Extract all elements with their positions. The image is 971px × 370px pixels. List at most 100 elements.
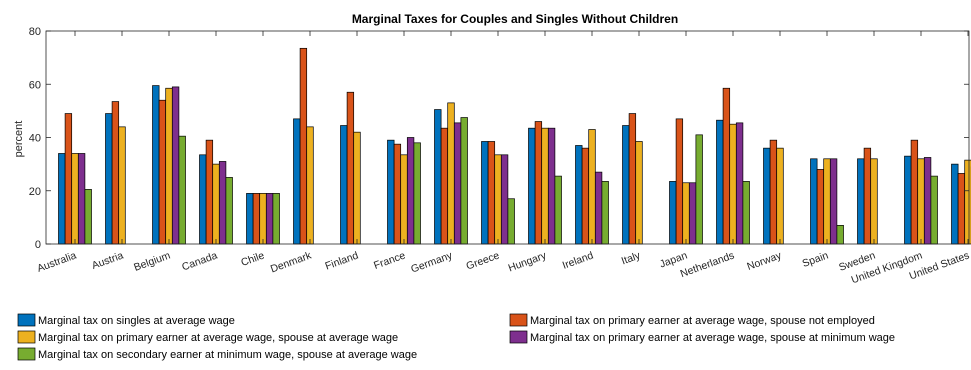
bar-greece-series-5 (507, 198, 515, 245)
bar-greece-series-2 (487, 141, 496, 245)
bar-italy-series-2 (628, 113, 637, 245)
bar-united-kingdom-series-2 (910, 139, 919, 245)
y-tick-label: 40 (29, 133, 41, 145)
x-tick-label: Denmark (269, 249, 314, 275)
legend-label-4: Marginal tax on primary earner at averag… (530, 332, 895, 344)
bar-hungary-series-1 (528, 127, 536, 245)
bar-united-kingdom-series-5 (930, 175, 938, 245)
legend-label-5: Marginal tax on secondary earner at mini… (38, 349, 417, 361)
bar-greece-series-3 (494, 154, 502, 245)
bar-canada-series-2 (205, 139, 214, 245)
bar-france-series-5 (413, 142, 421, 245)
bar-spain-series-5 (836, 225, 844, 245)
bar-australia-series-5 (84, 189, 92, 245)
x-tick-label: France (372, 249, 407, 272)
bar-chile-series-5 (272, 193, 280, 245)
bar-belgium-series-3 (165, 87, 173, 245)
bar-australia-series-4 (77, 153, 86, 245)
bar-sweden-series-1 (857, 158, 865, 245)
bar-hungary-series-3 (541, 127, 549, 245)
legend: Marginal tax on singles at average wage M… (17, 313, 895, 361)
bar-united-kingdom-series-4 (923, 157, 932, 245)
bar-france-series-2 (393, 143, 402, 245)
bar-germany-series-1 (434, 109, 442, 245)
bar-italy-series-3 (635, 141, 643, 245)
bar-belgium-series-2 (158, 99, 167, 245)
bar-canada-series-3 (212, 163, 220, 245)
bar-netherlands-series-2 (722, 87, 731, 245)
bar-denmark-series-1 (293, 118, 301, 245)
x-tick-label: Germany (409, 249, 454, 275)
bar-belgium-series-4 (171, 86, 180, 245)
bar-hungary-series-5 (554, 175, 562, 245)
x-tick-label: Canada (180, 249, 219, 273)
bar-ireland-series-2 (581, 147, 590, 245)
bar-japan-series-3 (682, 182, 690, 245)
legend-swatch-2 (509, 313, 528, 327)
bar-australia-series-3 (71, 153, 79, 245)
x-tick-label: Belgium (132, 249, 172, 273)
bar-belgium-series-1 (152, 85, 160, 245)
bar-greece-series-1 (481, 141, 489, 245)
bar-greece-series-4 (500, 154, 509, 245)
x-tick-label: Norway (745, 249, 783, 273)
bar-chile-series-4 (265, 193, 274, 245)
bar-ireland-series-4 (594, 171, 603, 245)
bar-united-states-series-1 (951, 163, 959, 245)
bar-spain-series-4 (829, 158, 838, 245)
bar-netherlands-series-1 (716, 119, 724, 245)
chart-title: Marginal Taxes for Couples and Singles W… (352, 12, 678, 26)
bar-netherlands-series-5 (742, 181, 750, 245)
legend-label-1: Marginal tax on singles at average wage (38, 315, 235, 327)
bar-canada-series-1 (199, 154, 207, 245)
legend-label-3: Marginal tax on primary earner at averag… (38, 332, 398, 344)
bar-japan-series-4 (688, 182, 697, 245)
y-tick-label: 60 (29, 79, 41, 91)
bar-netherlands-series-3 (729, 123, 737, 245)
bar-ireland-series-1 (575, 145, 583, 245)
bar-united-states-series-3 (964, 159, 971, 245)
bar-australia-series-2 (64, 113, 73, 245)
bar-norway-series-1 (763, 147, 771, 245)
bar-sweden-series-2 (863, 147, 872, 245)
bar-canada-series-4 (218, 161, 227, 245)
bar-hungary-series-2 (534, 121, 543, 245)
bar-germany-series-2 (440, 127, 449, 245)
bar-france-series-4 (406, 137, 415, 245)
bar-norway-series-2 (769, 139, 778, 245)
x-tick-label: Ireland (561, 249, 595, 271)
bar-australia-series-1 (58, 153, 66, 245)
bar-chile-series-1 (246, 193, 254, 245)
bar-norway-series-3 (776, 147, 784, 245)
bar-chile-series-3 (259, 193, 267, 245)
bar-sweden-series-3 (870, 158, 878, 245)
bar-finland-series-3 (353, 131, 361, 245)
y-tick-label: 20 (29, 186, 41, 198)
bar-spain-series-1 (810, 158, 818, 245)
x-tick-label: Australia (36, 249, 79, 274)
bar-spain-series-3 (823, 158, 831, 245)
bar-belgium-series-5 (178, 135, 186, 245)
legend-label-2: Marginal tax on primary earner at averag… (530, 315, 875, 327)
legend-swatch-5 (17, 347, 36, 361)
bar-japan-series-1 (669, 181, 677, 245)
bar-germany-series-4 (453, 122, 462, 245)
bar-chile-series-2 (252, 193, 261, 245)
bar-hungary-series-4 (547, 127, 556, 245)
bar-finland-series-1 (340, 125, 348, 245)
bar-netherlands-series-4 (735, 122, 744, 245)
y-axis-label: percent (13, 121, 25, 158)
x-tick-label: Spain (801, 249, 830, 270)
x-tick-label: Italy (620, 249, 643, 267)
y-tick-label: 0 (35, 239, 41, 251)
x-tick-label: Chile (239, 249, 266, 269)
bar-ireland-series-5 (601, 181, 609, 245)
bar-france-series-1 (387, 139, 395, 245)
bar-germany-series-5 (460, 117, 468, 245)
y-tick-label: 80 (29, 26, 41, 38)
legend-swatch-1 (17, 313, 36, 327)
x-tick-label: Austria (90, 249, 125, 272)
plot-area: 0 20 40 60 80 Australia Austria Belgium Canada Ch… (29, 26, 971, 286)
bar-austria-series-1 (105, 113, 113, 245)
